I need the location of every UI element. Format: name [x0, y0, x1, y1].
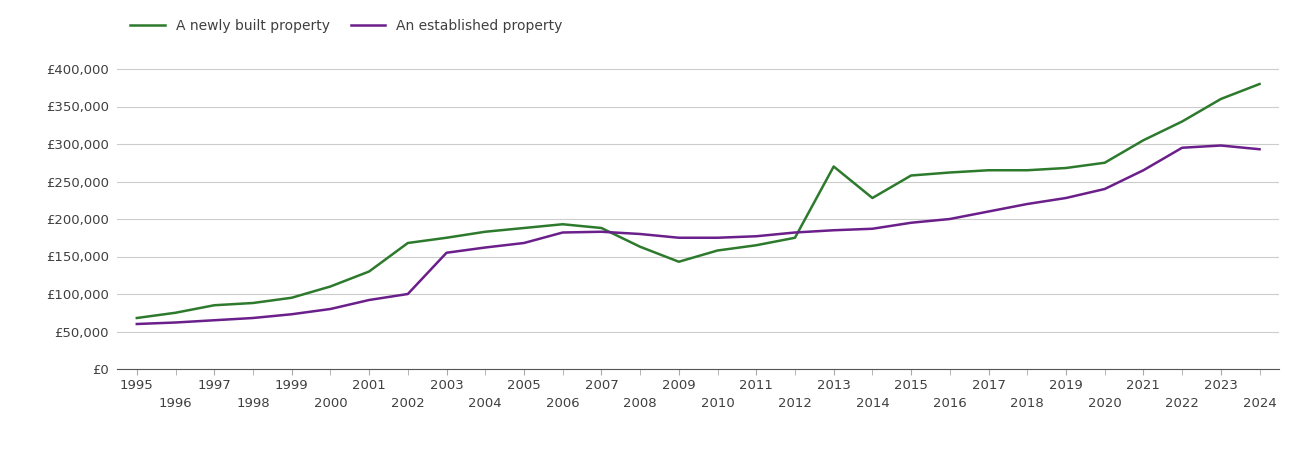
An established property	[245, 315, 261, 321]
An established property	[283, 311, 299, 317]
A newly built property	[1135, 138, 1151, 143]
A newly built property	[555, 221, 570, 227]
A newly built property	[1058, 165, 1074, 171]
An established property	[361, 297, 377, 303]
A newly built property	[981, 167, 997, 173]
An established property	[1251, 147, 1267, 152]
Line: An established property: An established property	[137, 145, 1259, 324]
A newly built property	[1212, 96, 1228, 102]
An established property	[942, 216, 958, 222]
An established property	[517, 240, 532, 246]
A newly built property	[1251, 81, 1267, 87]
A newly built property	[129, 315, 145, 321]
An established property	[206, 318, 222, 323]
A newly built property	[942, 170, 958, 175]
An established property	[981, 209, 997, 214]
A newly built property	[903, 173, 919, 178]
An established property	[438, 250, 454, 256]
An established property	[594, 229, 609, 234]
An established property	[748, 234, 763, 239]
An established property	[1135, 167, 1151, 173]
An established property	[865, 226, 881, 231]
An established property	[787, 230, 803, 235]
A newly built property	[283, 295, 299, 301]
A newly built property	[517, 225, 532, 231]
An established property	[399, 291, 415, 297]
A newly built property	[671, 259, 686, 265]
An established property	[129, 321, 145, 327]
An established property	[555, 230, 570, 235]
A newly built property	[594, 225, 609, 231]
An established property	[826, 228, 842, 233]
A newly built property	[710, 248, 726, 253]
A newly built property	[478, 229, 493, 234]
A newly built property	[632, 244, 647, 249]
An established property	[710, 235, 726, 240]
An established property	[322, 306, 338, 312]
A newly built property	[865, 195, 881, 201]
An established property	[168, 320, 184, 325]
Legend: A newly built property, An established property: A newly built property, An established p…	[124, 14, 569, 39]
A newly built property	[399, 240, 415, 246]
A newly built property	[748, 243, 763, 248]
A newly built property	[1096, 160, 1112, 166]
Line: A newly built property: A newly built property	[137, 84, 1259, 318]
An established property	[1096, 186, 1112, 192]
An established property	[478, 245, 493, 250]
A newly built property	[361, 269, 377, 274]
An established property	[1212, 143, 1228, 148]
An established property	[671, 235, 686, 240]
A newly built property	[245, 300, 261, 306]
An established property	[1058, 195, 1074, 201]
An established property	[1019, 201, 1035, 207]
A newly built property	[206, 302, 222, 308]
An established property	[903, 220, 919, 225]
A newly built property	[168, 310, 184, 315]
A newly built property	[322, 284, 338, 289]
A newly built property	[826, 164, 842, 169]
A newly built property	[438, 235, 454, 240]
A newly built property	[787, 235, 803, 240]
An established property	[1174, 145, 1190, 150]
A newly built property	[1019, 167, 1035, 173]
A newly built property	[1174, 119, 1190, 124]
An established property	[632, 231, 647, 237]
